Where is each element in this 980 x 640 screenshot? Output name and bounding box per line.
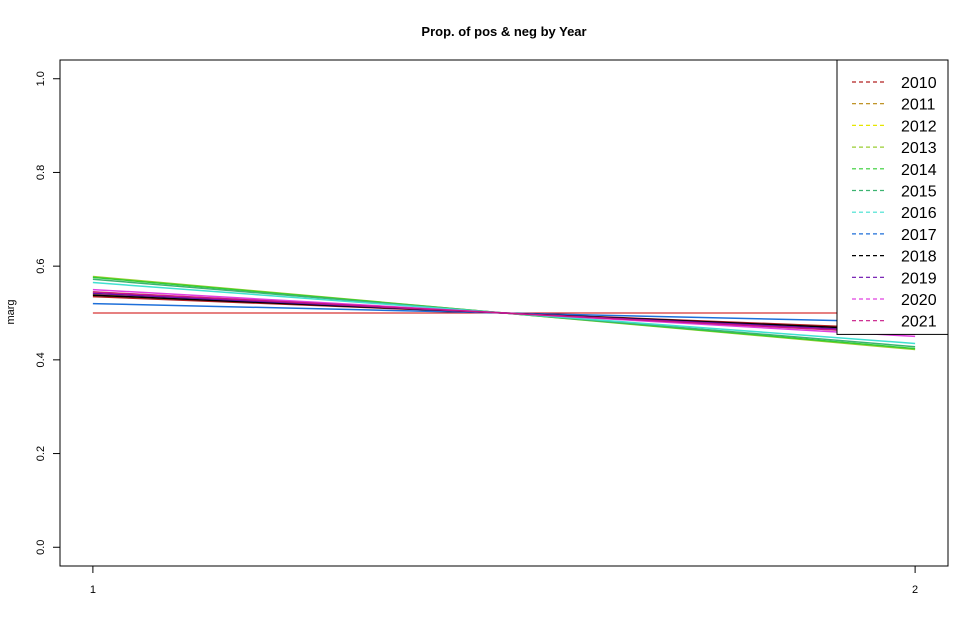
series-lines [92,275,916,351]
y-tick-label: 1.0 [35,71,47,86]
y-tick-label: 0.4 [35,352,47,367]
legend-label-2010: 2010 [901,75,937,92]
legend-label-2020: 2020 [901,292,937,309]
legend-label-2014: 2014 [901,162,937,179]
legend-label-2016: 2016 [901,205,937,222]
legend-label-2019: 2019 [901,270,937,287]
legend-label-2013: 2013 [901,140,937,157]
legend-label-2021: 2021 [901,314,937,331]
y-tick-label: 0.6 [35,258,47,273]
series-line-2021 [92,291,916,335]
y-axis: 0.0 0.2 0.4 0.6 0.8 1.0 [35,71,61,555]
x-tick-label: 2 [912,584,918,596]
legend-label-2011: 2011 [901,97,936,114]
x-tick-label: 1 [90,584,96,596]
legend-label-2015: 2015 [901,184,937,201]
y-tick-label: 0.8 [35,165,47,180]
legend-box [836,59,949,335]
y-axis-label: marg [5,299,17,324]
chart-title: Prop. of pos & neg by Year [421,24,586,39]
y-tick-label: 0.2 [35,446,47,461]
legend-label-2017: 2017 [901,227,937,244]
legend: 2010 2011 2012 2013 2014 2015 2016 2017 2018 2019… [836,59,949,335]
legend-label-2012: 2012 [901,118,937,135]
legend-label-2018: 2018 [901,249,937,266]
y-tick-label: 0.0 [35,540,47,555]
